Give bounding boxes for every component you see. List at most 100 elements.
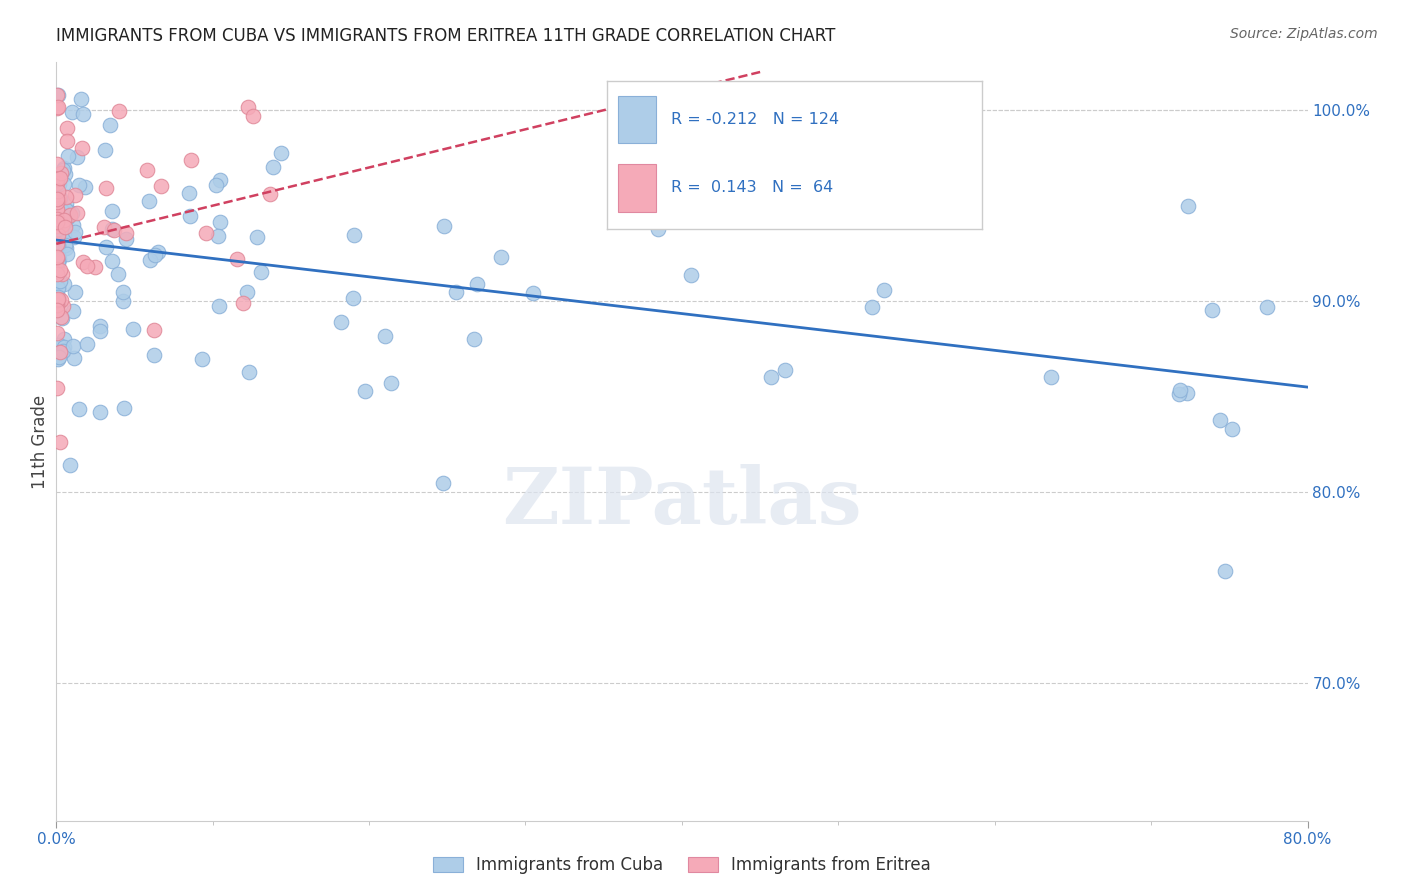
Point [46,290,69,304]
Point [63,285,86,299]
Point [51,310,73,325]
Point [100,222,122,236]
Point [433,219,456,233]
Point [67,178,90,193]
Point [56,203,79,218]
Point [46,228,69,243]
Point [149,179,172,194]
Point [142,323,165,337]
Point [46,184,69,198]
Point [138,194,160,208]
Point [46,243,69,257]
Point [55,196,77,211]
Point [681,268,703,282]
Point [111,285,134,299]
Point [48,338,70,352]
Point [208,215,231,229]
Point [48,263,70,277]
Point [207,229,229,244]
Point [46,204,69,219]
Point [46,192,69,206]
Point [342,291,364,305]
Point [56,247,79,261]
Point [444,285,467,299]
Point [112,401,135,416]
Point [1177,199,1199,213]
Point [46,326,69,340]
Point [101,253,124,268]
Point [115,232,138,246]
Point [48,177,70,191]
Point [48,192,70,206]
Point [1201,303,1223,318]
Point [46,157,69,171]
Point [101,203,124,218]
Point [1220,422,1243,436]
Point [46,221,69,235]
Point [647,222,669,236]
Point [143,248,166,262]
Point [55,202,77,217]
Point [103,223,125,237]
Point [49,228,72,243]
Point [63,351,86,365]
Point [51,267,73,281]
Point [84,260,107,274]
Point [343,227,366,242]
Point [46,381,69,395]
Point [46,101,69,115]
Point [773,362,796,376]
Point [46,236,69,251]
Point [46,268,69,283]
Point [46,352,69,367]
Point [89,405,111,419]
Text: Source: ZipAtlas.com: Source: ZipAtlas.com [1230,27,1378,41]
Point [270,145,292,160]
Point [143,348,166,362]
Point [56,149,79,163]
Point [46,292,69,306]
Point [93,219,115,234]
Point [46,255,69,269]
Point [56,135,79,149]
Point [48,350,70,364]
Point [49,345,72,359]
Point [46,298,69,312]
Point [46,250,69,264]
Point [208,299,231,313]
Y-axis label: 11th Grade: 11th Grade [31,394,49,489]
Point [238,365,260,379]
Point [49,274,72,288]
Point [242,109,264,123]
Point [53,237,76,252]
Point [111,293,134,308]
Point [259,186,281,201]
Point [51,204,73,219]
Point [53,219,76,234]
Point [46,254,69,268]
Point [56,211,79,225]
Point [1039,369,1062,384]
Point [225,252,247,266]
Point [179,209,201,223]
Point [250,265,273,279]
Point [46,293,69,307]
Point [49,166,72,180]
Point [46,194,69,208]
Point [236,100,259,114]
Point [463,333,485,347]
Point [76,336,98,351]
Point [46,176,69,190]
Point [46,100,69,114]
Point [62,229,84,244]
Point [65,150,87,164]
Point [522,286,544,301]
Point [179,186,201,200]
Point [94,181,117,195]
Point [49,434,72,449]
Point [204,178,226,193]
Text: IMMIGRANTS FROM CUBA VS IMMIGRANTS FROM ERITREA 11TH GRADE CORRELATION CHART: IMMIGRANTS FROM CUBA VS IMMIGRANTS FROM … [56,27,835,45]
Point [489,250,512,264]
Point [52,163,75,178]
Point [146,245,169,260]
